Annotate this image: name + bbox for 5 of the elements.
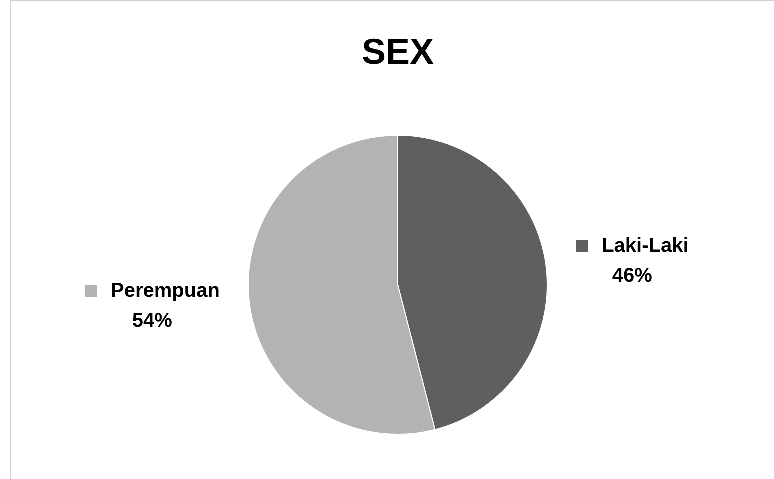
legend-label: Laki-Laki [602, 235, 689, 258]
data-label: 46% [612, 265, 653, 288]
chart-title: SEX [362, 30, 434, 72]
legend-label: Perempuan [110, 280, 220, 302]
data-label: 54% [132, 310, 173, 332]
